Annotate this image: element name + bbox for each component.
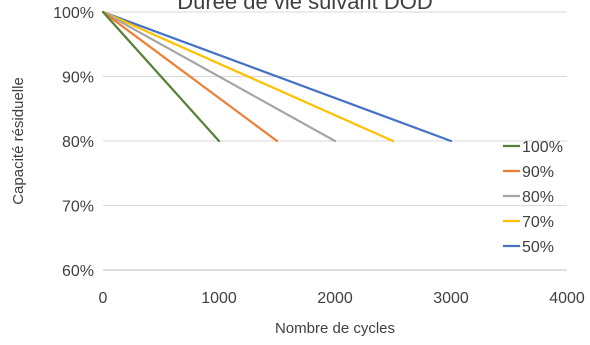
series-line-70 <box>101 10 395 143</box>
legend-label-50: 50% <box>522 239 554 256</box>
series-line-50 <box>101 10 453 143</box>
x-tick-label: 1000 <box>201 290 237 307</box>
series-group <box>101 10 453 143</box>
x-tick-label: 2000 <box>317 290 353 307</box>
legend-label-70: 70% <box>522 214 554 231</box>
x-tick-label: 4000 <box>549 290 585 307</box>
y-tick-label: 60% <box>62 263 94 280</box>
x-tick-label: 3000 <box>433 290 469 307</box>
tick-labels: 60% 70% 80% 90% 100% 0 1000 2000 3000 4000 <box>53 5 585 307</box>
legend-label-100: 100% <box>522 139 563 156</box>
legend-label-90: 90% <box>522 164 554 181</box>
legend-label-80: 80% <box>522 189 554 206</box>
y-axis-title: Capacité résiduelle <box>10 77 27 205</box>
series-line-80 <box>101 10 337 143</box>
y-tick-label: 90% <box>62 70 94 87</box>
y-tick-label: 70% <box>62 199 94 216</box>
legend: 100% 90% 80% 70% 50% <box>503 139 563 256</box>
gridlines <box>103 11 567 206</box>
y-tick-label: 100% <box>53 5 94 22</box>
x-axis-title: Nombre de cycles <box>275 320 395 337</box>
series-line-100 <box>101 10 221 143</box>
chart-title: Durée de vie suivant DOD <box>177 0 433 14</box>
series-line-90 <box>101 10 279 143</box>
y-tick-label: 80% <box>62 134 94 151</box>
x-tick-label: 0 <box>99 290 108 307</box>
